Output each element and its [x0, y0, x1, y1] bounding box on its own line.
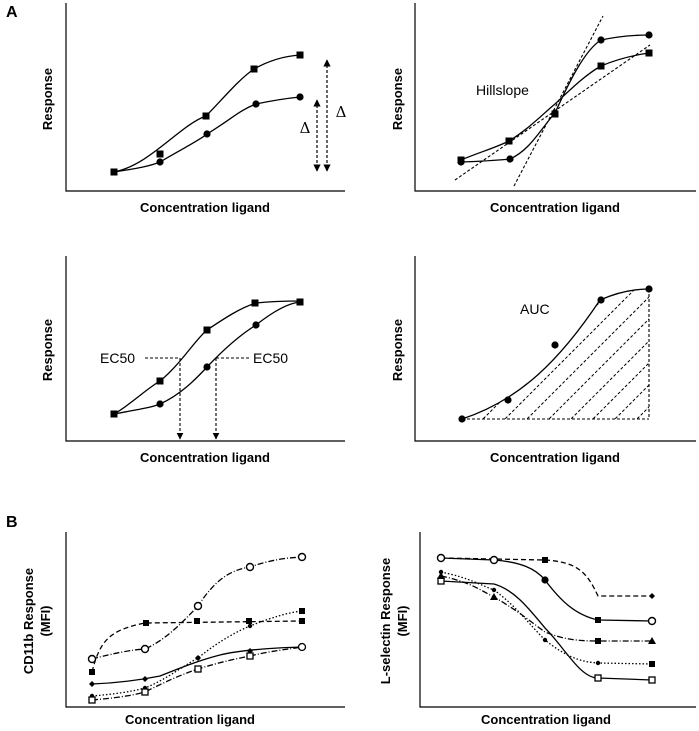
y-axis-label-line1: CD11b Response	[21, 568, 36, 674]
curve-circles	[460, 34, 650, 163]
axes-frame	[65, 256, 345, 442]
panel-ec50: Response Concentration ligand EC50 EC50	[40, 256, 345, 465]
x-axis-label: Concentration ligand	[490, 450, 620, 465]
y-axis-label: Response	[390, 319, 405, 381]
square-markers	[110, 298, 304, 418]
series-dashdot-triangles	[440, 575, 652, 642]
series-solid-open-circles-markers	[436, 553, 657, 626]
x-axis-label: Concentration ligand	[481, 712, 611, 727]
x-axis-label: Concentration ligand	[490, 200, 620, 215]
ec50-label-right: EC50	[253, 350, 288, 366]
series-dashdot-open-squares-markers	[88, 642, 307, 704]
series-dashed-squares	[91, 620, 303, 673]
panel-lselectin: L-selectin Response (MFI) Concentration …	[378, 532, 696, 727]
x-axis-label: Concentration ligand	[125, 712, 255, 727]
y-axis-label: Response	[40, 68, 55, 130]
axes-frame	[65, 3, 345, 192]
series-solid-open-squares	[440, 580, 653, 681]
square-markers	[110, 51, 304, 176]
circle-markers	[156, 321, 260, 408]
series-solid-open-circles-filled-markers	[541, 576, 601, 623]
series-dotted-squares-markers	[438, 569, 655, 667]
x-axis-label: Concentration ligand	[140, 450, 270, 465]
curve-squares	[113, 54, 301, 173]
y-axis-label-line2: (MFI)	[395, 605, 410, 636]
shallow-tangent	[454, 44, 651, 181]
curve-squares	[460, 52, 650, 161]
y-axis-label-line2: (MFI)	[38, 605, 53, 636]
axes-frame	[419, 532, 696, 708]
axes-frame	[65, 532, 345, 708]
circle-markers	[458, 285, 653, 423]
axes-frame	[414, 256, 696, 442]
panel-label-a: A	[6, 4, 18, 21]
panel-label-b: B	[6, 514, 18, 531]
delta-label-inner: Δ	[300, 119, 311, 137]
square-markers	[457, 49, 653, 164]
axes-frame	[414, 3, 696, 192]
y-axis-label: Response	[40, 319, 55, 381]
panel-delta: Response Concentration ligand Δ Δ	[40, 3, 347, 215]
circle-markers	[457, 31, 653, 166]
panel-hillslope: Response Concentration ligand Hillslope	[390, 3, 696, 215]
series-solid-open-circles	[440, 557, 653, 622]
y-axis-label-line1: L-selectin Response	[378, 558, 393, 684]
series-dashed-squares-markers	[89, 618, 305, 675]
panel-auc: Response Concentration ligand	[390, 256, 696, 465]
series-solid-open-squares-markers	[437, 577, 656, 684]
delta-label-outer: Δ	[336, 103, 347, 121]
series-solid-diamonds-markers	[89, 648, 253, 687]
series-dotted-small	[91, 610, 303, 697]
circle-markers	[156, 93, 304, 166]
y-axis-label: Response	[390, 68, 405, 130]
series-dashdot-open-circles-markers	[87, 552, 307, 664]
series-dotted-squares	[440, 571, 653, 665]
auc-curve	[461, 288, 650, 420]
x-axis-label: Concentration ligand	[140, 200, 270, 215]
hillslope-label: Hillslope	[476, 82, 529, 98]
series-dashdot-triangles-markers	[437, 572, 656, 644]
series-dashed-diamonds-markers	[542, 557, 655, 599]
auc-label: AUC	[520, 301, 550, 317]
ec50-label-left: EC50	[100, 350, 135, 366]
panel-cd11b: CD11b Response (MFI) Concentration ligan…	[21, 532, 345, 727]
series-solid-diamonds	[91, 646, 303, 685]
